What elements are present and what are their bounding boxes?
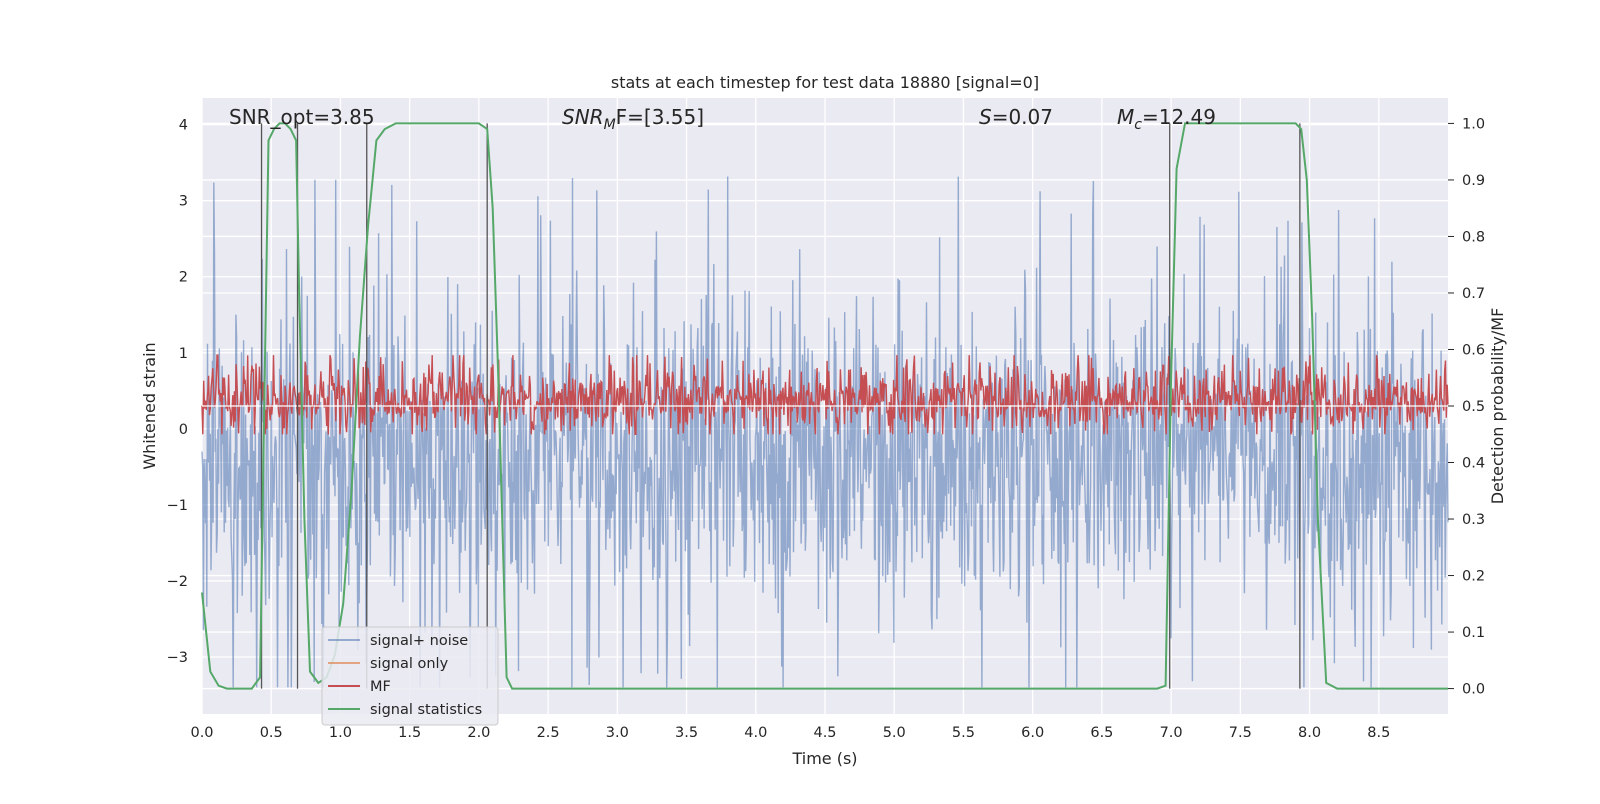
x-tick-label: 7.5 [1229,725,1252,741]
legend-label-signal-noise: signal+ noise [370,633,468,649]
y-tick-label-left: 3 [179,194,188,210]
signal-statistics-line [201,122,1448,690]
legend-label-signal-only: signal only [370,656,449,672]
annotation-snr-opt: SNR_opt=3.85 [229,105,375,129]
y-tick-label-left: −3 [167,650,188,666]
series-mf [201,354,1449,435]
y-tick-label-left: 4 [179,118,188,134]
y-tick-label-left: 0 [179,422,188,438]
y-tick-label-left: 2 [179,270,188,286]
annotations: SNR_opt=3.85 SNRMF=[3.55] S=0.07 Mc=12.4… [229,105,1216,133]
x-tick-label: 5.5 [952,725,975,741]
x-tick-label: 2.0 [467,725,490,741]
y-tick-label-right: 0.8 [1462,229,1485,245]
legend-label-signal-statistics: signal statistics [370,702,482,718]
annotation-mc-rest: =12.49 [1142,105,1216,129]
chart-title: stats at each timestep for test data 188… [611,73,1039,92]
legend-label-mf: MF [370,679,391,695]
x-tick-label: 4.5 [813,725,836,741]
y-tick-label-right: 0.2 [1462,569,1485,585]
annotation-s-rest: =0.07 [992,105,1053,129]
y-tick-label-right: 1.0 [1462,116,1485,132]
x-tick-label: 3.5 [675,725,698,741]
annotation-snr-mf-sub: M [604,117,616,133]
x-tick-label: 6.5 [1090,725,1113,741]
annotation-snr-mf-rest: F=[3.55] [616,105,704,129]
y-tick-label-right: 0.0 [1462,682,1485,698]
tick-labels: 0.0 0.5 1.0 1.5 2.0 2.5 3.0 3.5 4.0 4.5 5.0 5.5 6.0 6… [167,116,1485,741]
signal-noise-line [201,176,1449,688]
y-tick-label-left: 1 [179,346,188,362]
y-tick-label-left: −1 [167,498,188,514]
y-axis-label-right: Detection probability/MF [1488,308,1507,505]
y-tick-label-right: 0.6 [1462,342,1485,358]
x-tick-label: 6.0 [1021,725,1044,741]
y-tick-label-right: 0.3 [1462,512,1485,528]
y-tick-label-right: 0.9 [1462,173,1485,189]
legend: signal+ noise signal only MF signal stat… [321,626,499,726]
y-axis-label-left: Whitened strain [140,342,159,469]
x-axis-label: Time (s) [791,749,857,768]
y-tick-label-right: 0.1 [1462,625,1485,641]
series-signal-noise [201,176,1449,688]
x-tick-label: 1.0 [329,725,352,741]
x-tick-label: 0.0 [190,725,213,741]
x-tick-label: 2.5 [537,725,560,741]
legend-item-signal-noise: signal+ noise [328,633,468,649]
x-tick-label: 1.5 [398,725,421,741]
y-tick-label-right: 0.7 [1462,286,1485,302]
x-tick-label: 7.0 [1160,725,1183,741]
x-tick-label: 5.0 [883,725,906,741]
legend-item-signal-statistics: signal statistics [328,702,482,718]
annotation-snr-mf-base: SNR [562,105,604,129]
annotation-s: S=0.07 [979,105,1053,129]
legend-item-mf: MF [328,679,391,695]
x-tick-label: 0.5 [260,725,283,741]
annotation-mc-base: M [1117,105,1134,129]
y-tick-label-right: 0.4 [1462,456,1485,472]
x-tick-label: 8.0 [1298,725,1321,741]
legend-item-signal-only: signal only [328,656,449,672]
legend-box [321,626,499,726]
annotation-mc: Mc=12.49 [1117,105,1216,133]
x-tick-label: 8.5 [1367,725,1390,741]
x-tick-label: 4.0 [744,725,767,741]
y-tick-label-right: 0.5 [1462,399,1485,415]
annotation-snr-mf: SNRMF=[3.55] [562,105,704,133]
series-signal-statistics [201,122,1448,690]
mf-line [201,354,1449,435]
y-tick-label-left: −2 [167,574,188,590]
x-tick-label: 3.0 [606,725,629,741]
annotation-mc-sub: c [1134,117,1142,133]
annotation-s-base: S [979,105,992,129]
